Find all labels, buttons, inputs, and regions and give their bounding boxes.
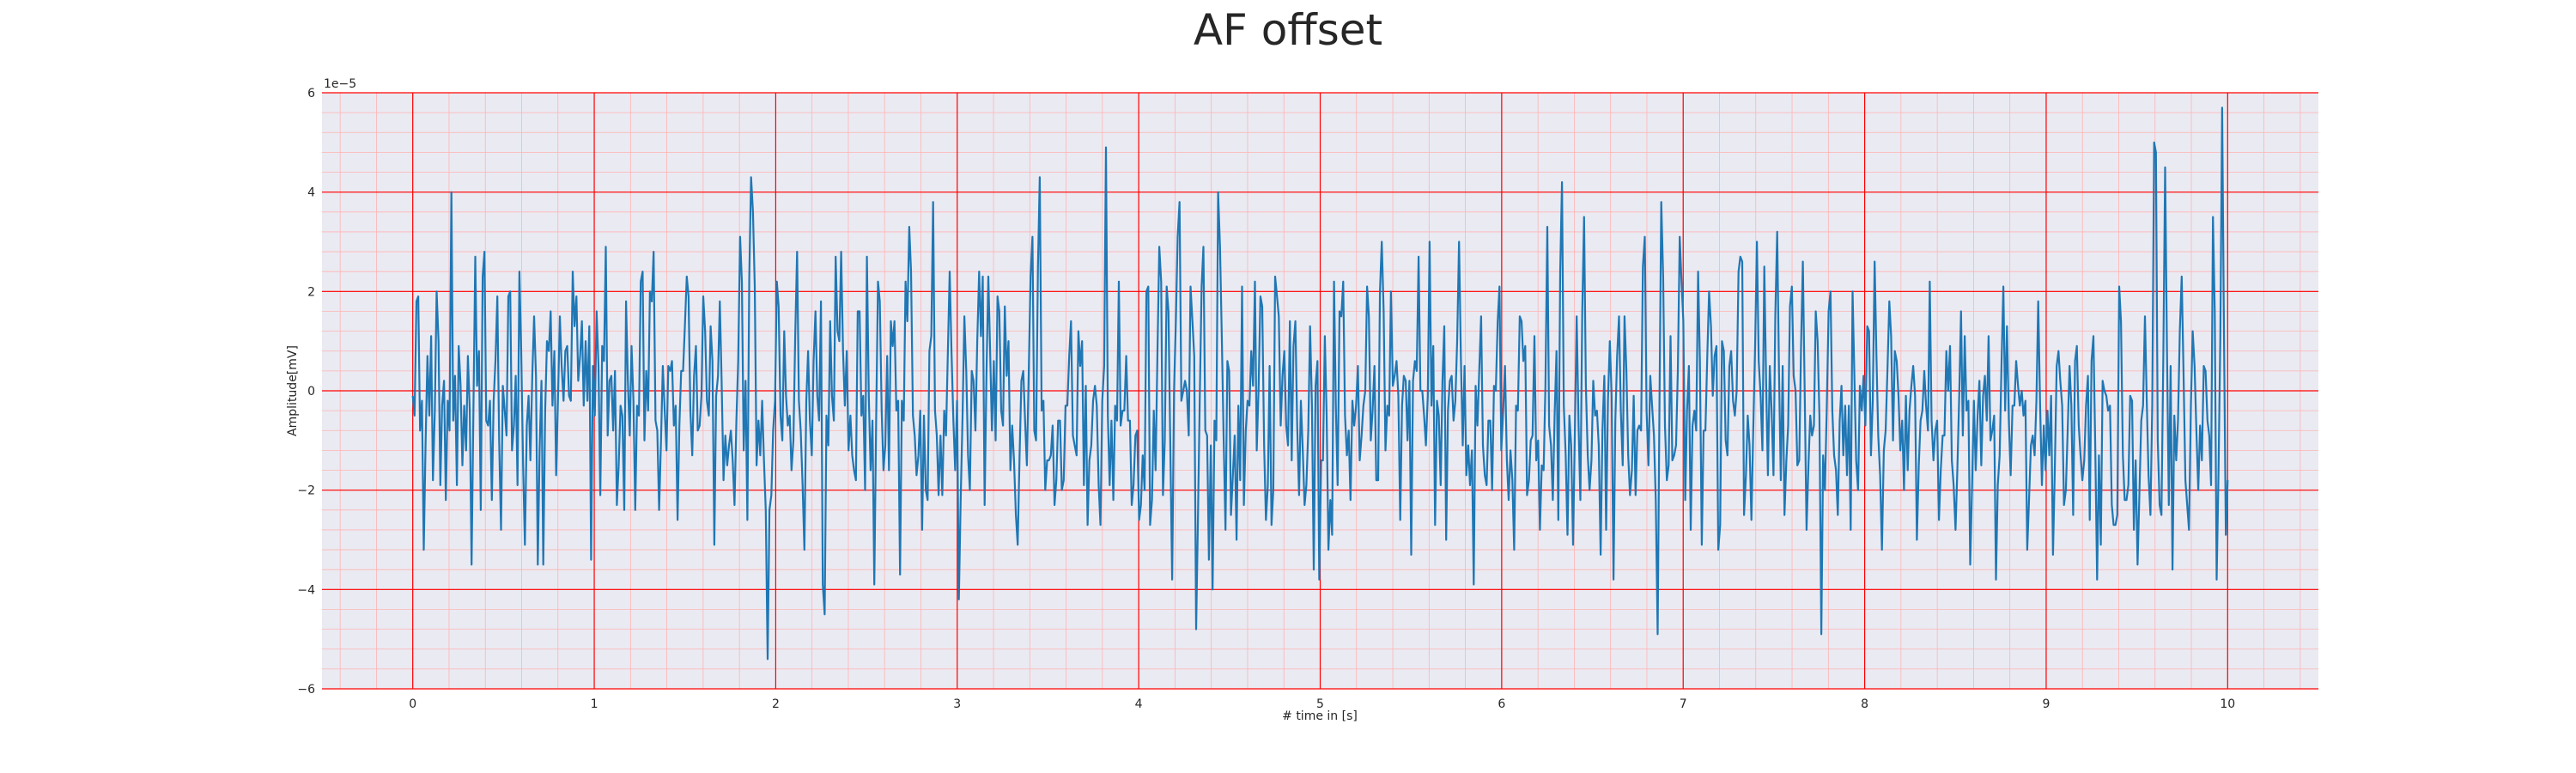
x-tick-label: 10 <box>2220 697 2235 711</box>
y-tick-label: −2 <box>297 484 315 498</box>
x-tick-label: 8 <box>1861 697 1868 711</box>
y-tick-label: 2 <box>307 285 315 299</box>
y-tick-label: 4 <box>307 186 315 200</box>
y-tick-label: −4 <box>297 583 315 597</box>
y-tick-label: 6 <box>307 87 315 100</box>
x-tick-label: 2 <box>772 697 780 711</box>
x-tick-label: 4 <box>1135 697 1143 711</box>
x-axis-label: # time in [s] <box>1282 709 1358 723</box>
y-tick-label: 0 <box>307 385 315 399</box>
x-tick-label: 1 <box>591 697 598 711</box>
x-tick-label: 9 <box>2042 697 2050 711</box>
y-tick-label: −6 <box>297 683 315 697</box>
y-tick-labels: −6 −4 −2 0 2 4 6 <box>297 87 315 697</box>
y-axis-label: Amplitude[mV] <box>286 345 300 436</box>
y-offset-text: 1e−5 <box>324 77 356 91</box>
x-tick-label: 3 <box>953 697 961 711</box>
x-tick-label: 6 <box>1498 697 1505 711</box>
x-tick-label: 0 <box>409 697 416 711</box>
x-tick-label: 7 <box>1680 697 1687 711</box>
